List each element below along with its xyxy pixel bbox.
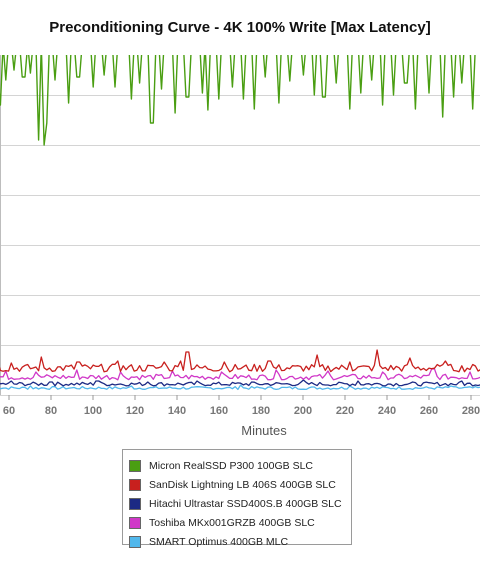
legend-label-hitachi: Hitachi Ultrastar SSD400S.B 400GB SLC [149,497,342,510]
legend-swatch-hitachi [129,497,141,510]
legend-swatch-micron [129,459,141,472]
x-tick-label-160: 160 [210,405,228,417]
legend-item-smart[interactable]: SMART Optimus 400GB MLC [123,532,351,551]
plot-area: 60 80 100 120 140 160 180 200 220 240 260 280 [0,55,480,417]
legend-item-sandisk[interactable]: SanDisk Lightning LB 406S 400GB SLC [123,475,351,494]
series-line-2 [0,379,480,387]
legend-swatch-toshiba [129,516,141,529]
x-axis-title: Minutes [241,423,287,438]
chart-title: Preconditioning Curve - 4K 100% Write [M… [49,19,431,36]
legend-item-hitachi[interactable]: Hitachi Ultrastar SSD400S.B 400GB SLC [123,494,351,513]
x-tick-label-200: 200 [294,405,312,417]
x-tick-label-80: 80 [45,405,57,417]
legend-label-smart: SMART Optimus 400GB MLC [149,535,289,548]
x-tick-label-180: 180 [252,405,270,417]
x-tick-label-260: 260 [420,405,438,417]
x-tick-label-240: 240 [378,405,396,417]
x-tick-label-220: 220 [336,405,354,417]
series-line-1 [0,349,480,373]
legend-label-sandisk: SanDisk Lightning LB 406S 400GB SLC [149,478,336,491]
x-tick-label-100: 100 [84,405,102,417]
legend-item-toshiba[interactable]: Toshiba MKx001GRZB 400GB SLC [123,513,351,532]
legend-swatch-smart [129,535,141,548]
legend: Micron RealSSD P300 100GB SLC SanDisk Li… [122,449,352,548]
x-tick-label-120: 120 [126,405,144,417]
legend-label-toshiba: Toshiba MKx001GRZB 400GB SLC [149,516,315,529]
series-line-3 [0,368,480,381]
series-line-4 [0,384,480,391]
series-line-0 [0,55,476,146]
legend-swatch-sandisk [129,478,141,491]
x-tick-label-280: 280 [462,405,480,417]
legend-label-micron: Micron RealSSD P300 100GB SLC [149,459,313,472]
legend-item-micron[interactable]: Micron RealSSD P300 100GB SLC [123,456,351,475]
x-tick-label-140: 140 [168,405,186,417]
x-tick-label-60: 60 [3,405,15,417]
